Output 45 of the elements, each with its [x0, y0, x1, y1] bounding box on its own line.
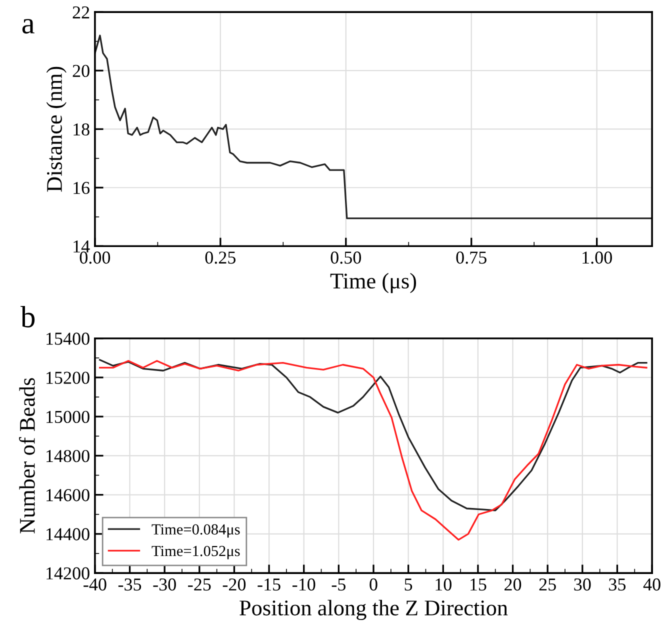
x-tick-label: 0.75 — [456, 252, 486, 264]
x-tick-label: 15 — [470, 578, 486, 591]
x-tick-label: -15 — [258, 578, 280, 591]
legend-label: Time=0.084μs — [152, 524, 240, 538]
y-tick-label: 14600 — [46, 489, 90, 502]
text: b — [20, 306, 35, 328]
x-tick-label: 0.00 — [80, 252, 110, 264]
y-tick-label: 22 — [72, 6, 90, 18]
x-tick-label: 20 — [504, 578, 522, 591]
y-tick-label: 14800 — [46, 450, 90, 462]
y-tick-label: 14400 — [46, 528, 90, 540]
x-tick-label: -10 — [292, 578, 316, 591]
legend-label: Time=1.052μs — [152, 546, 240, 560]
x-tick-label: -5 — [332, 578, 346, 591]
y-tick-label: 14200 — [46, 567, 90, 580]
y-axis-title: Number of Beads — [19, 378, 35, 534]
x-tick-label: 0.50 — [330, 252, 362, 264]
x-tick-label: 5 — [404, 578, 412, 591]
x-tick-label: -35 — [118, 578, 142, 591]
x-tick-label: -20 — [222, 578, 246, 591]
line-series — [98, 360, 648, 541]
y-tick-label: 15000 — [46, 410, 90, 424]
line-series — [94, 34, 652, 220]
y-tick-label: 18 — [74, 123, 90, 136]
x-tick-label: 0.25 — [205, 252, 236, 264]
y-tick-label: 15200 — [46, 372, 90, 384]
text: a — [22, 18, 34, 34]
y-tick-label: 20 — [72, 64, 90, 78]
line-series — [98, 359, 648, 512]
x-axis-title: Position along the Z Direction — [240, 600, 508, 620]
x-tick-label: 30 — [574, 578, 591, 591]
y-tick-label: 16 — [74, 182, 90, 194]
x-tick-label: -30 — [153, 578, 176, 591]
x-tick-label: 40 — [643, 578, 660, 591]
y-tick-label: 15400 — [46, 332, 90, 345]
y-tick-label: 14 — [74, 240, 90, 252]
x-tick-label: 35 — [609, 578, 626, 591]
x-tick-label: -40 — [84, 578, 106, 591]
x-tick-label: 1.00 — [582, 252, 612, 264]
x-axis-title: Time (μs) — [330, 272, 416, 294]
x-tick-label: -25 — [188, 578, 211, 591]
x-tick-label: 10 — [436, 578, 452, 591]
x-tick-label: 25 — [539, 578, 556, 591]
y-axis-title: Distance (nm) — [46, 66, 66, 192]
x-tick-label: 0 — [370, 578, 378, 591]
